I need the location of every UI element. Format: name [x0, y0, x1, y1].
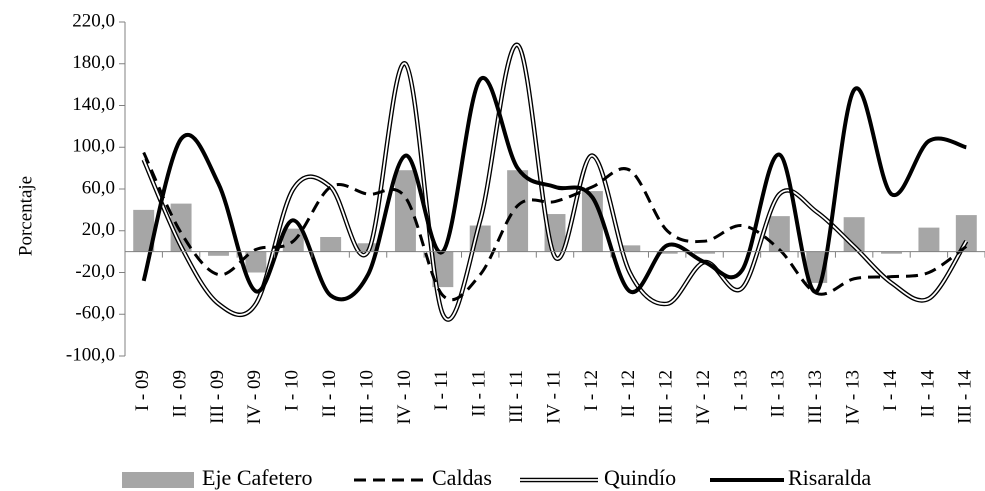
bar-eje-cafetero — [133, 209, 155, 252]
bar-eje-cafetero — [881, 251, 902, 254]
x-tick-label: III - 14 — [955, 370, 976, 424]
x-tick-label: I - 13 — [730, 370, 751, 411]
bar-eje-cafetero — [955, 215, 977, 252]
x-tick-label: II - 11 — [469, 370, 490, 417]
legend-label: Risaralda — [788, 465, 871, 490]
x-tick-label: IV - 11 — [543, 370, 564, 424]
bar-eje-cafetero — [320, 237, 342, 252]
x-tick-label: IV - 13 — [842, 370, 863, 425]
y-tick-label: 140,0 — [72, 94, 115, 115]
x-tick-label: II - 14 — [917, 370, 938, 418]
y-tick-label: -100,0 — [66, 344, 115, 365]
y-tick-label: 180,0 — [72, 52, 115, 73]
x-tick-label: III - 10 — [356, 370, 377, 424]
bar-eje-cafetero — [619, 245, 641, 252]
plot-area — [133, 42, 977, 322]
legend-item-eje-cafetero: Eje Cafetero — [122, 465, 313, 490]
line-quind-o-inner — [142, 44, 968, 321]
x-tick-label: II - 13 — [768, 370, 789, 417]
x-tick-label: II - 10 — [319, 370, 340, 417]
bar-eje-cafetero — [656, 251, 678, 254]
y-tick-label: 220,0 — [72, 10, 115, 31]
bar-eje-cafetero — [694, 251, 716, 254]
legend-item-caldas: Caldas — [354, 465, 492, 490]
bar-eje-cafetero — [768, 216, 790, 252]
bar-eje-cafetero — [245, 251, 267, 273]
x-tick-label: IV - 09 — [244, 370, 265, 425]
x-tick-label: II - 12 — [618, 370, 639, 417]
y-tick-label: 60,0 — [82, 177, 115, 198]
legend-label: Quindío — [604, 465, 676, 490]
bar-eje-cafetero — [394, 170, 416, 252]
bar-eje-cafetero — [507, 170, 529, 252]
legend: Eje Cafetero Caldas Quindío Risaralda — [122, 465, 871, 490]
x-tick-label: I - 12 — [581, 370, 602, 411]
x-axis: I - 09 II - 09 III - 09 IV - 09 I - 10 II - 1… — [124, 251, 985, 425]
legend-label: Caldas — [432, 465, 492, 490]
y-tick-label: 20,0 — [82, 219, 115, 240]
y-axis-label: Porcentaje — [15, 176, 36, 256]
legend-item-risaralda: Risaralda — [710, 465, 871, 490]
x-tick-label: IV - 12 — [693, 370, 714, 425]
y-tick-label: -60,0 — [75, 303, 115, 324]
bar-eje-cafetero — [918, 227, 940, 252]
legend-swatch — [122, 472, 194, 488]
x-tick-label: I - 09 — [132, 370, 153, 411]
y-tick-label: -20,0 — [75, 261, 115, 282]
legend-item-quind-o: Quindío — [520, 465, 676, 490]
x-tick-label: I - 10 — [282, 370, 303, 411]
y-axis: 220,0 180,0 140,0 100,0 60,0 20,0 -20,0 -60,0 -1… — [66, 10, 126, 365]
x-tick-label: III - 09 — [207, 370, 228, 424]
bar-eje-cafetero — [432, 251, 454, 288]
line-risaralda — [141, 75, 967, 302]
x-tick-label: I - 11 — [431, 370, 452, 410]
x-tick-label: I - 14 — [880, 370, 901, 412]
x-tick-label: IV - 10 — [394, 370, 415, 425]
x-tick-label: III - 12 — [656, 370, 677, 424]
legend-label: Eje Cafetero — [202, 465, 313, 490]
bar-eje-cafetero — [208, 251, 229, 256]
x-tick-label: II - 09 — [169, 370, 190, 417]
y-tick-label: 100,0 — [72, 136, 115, 157]
x-tick-label: III - 11 — [506, 370, 527, 423]
x-tick-label: III - 13 — [805, 370, 826, 424]
